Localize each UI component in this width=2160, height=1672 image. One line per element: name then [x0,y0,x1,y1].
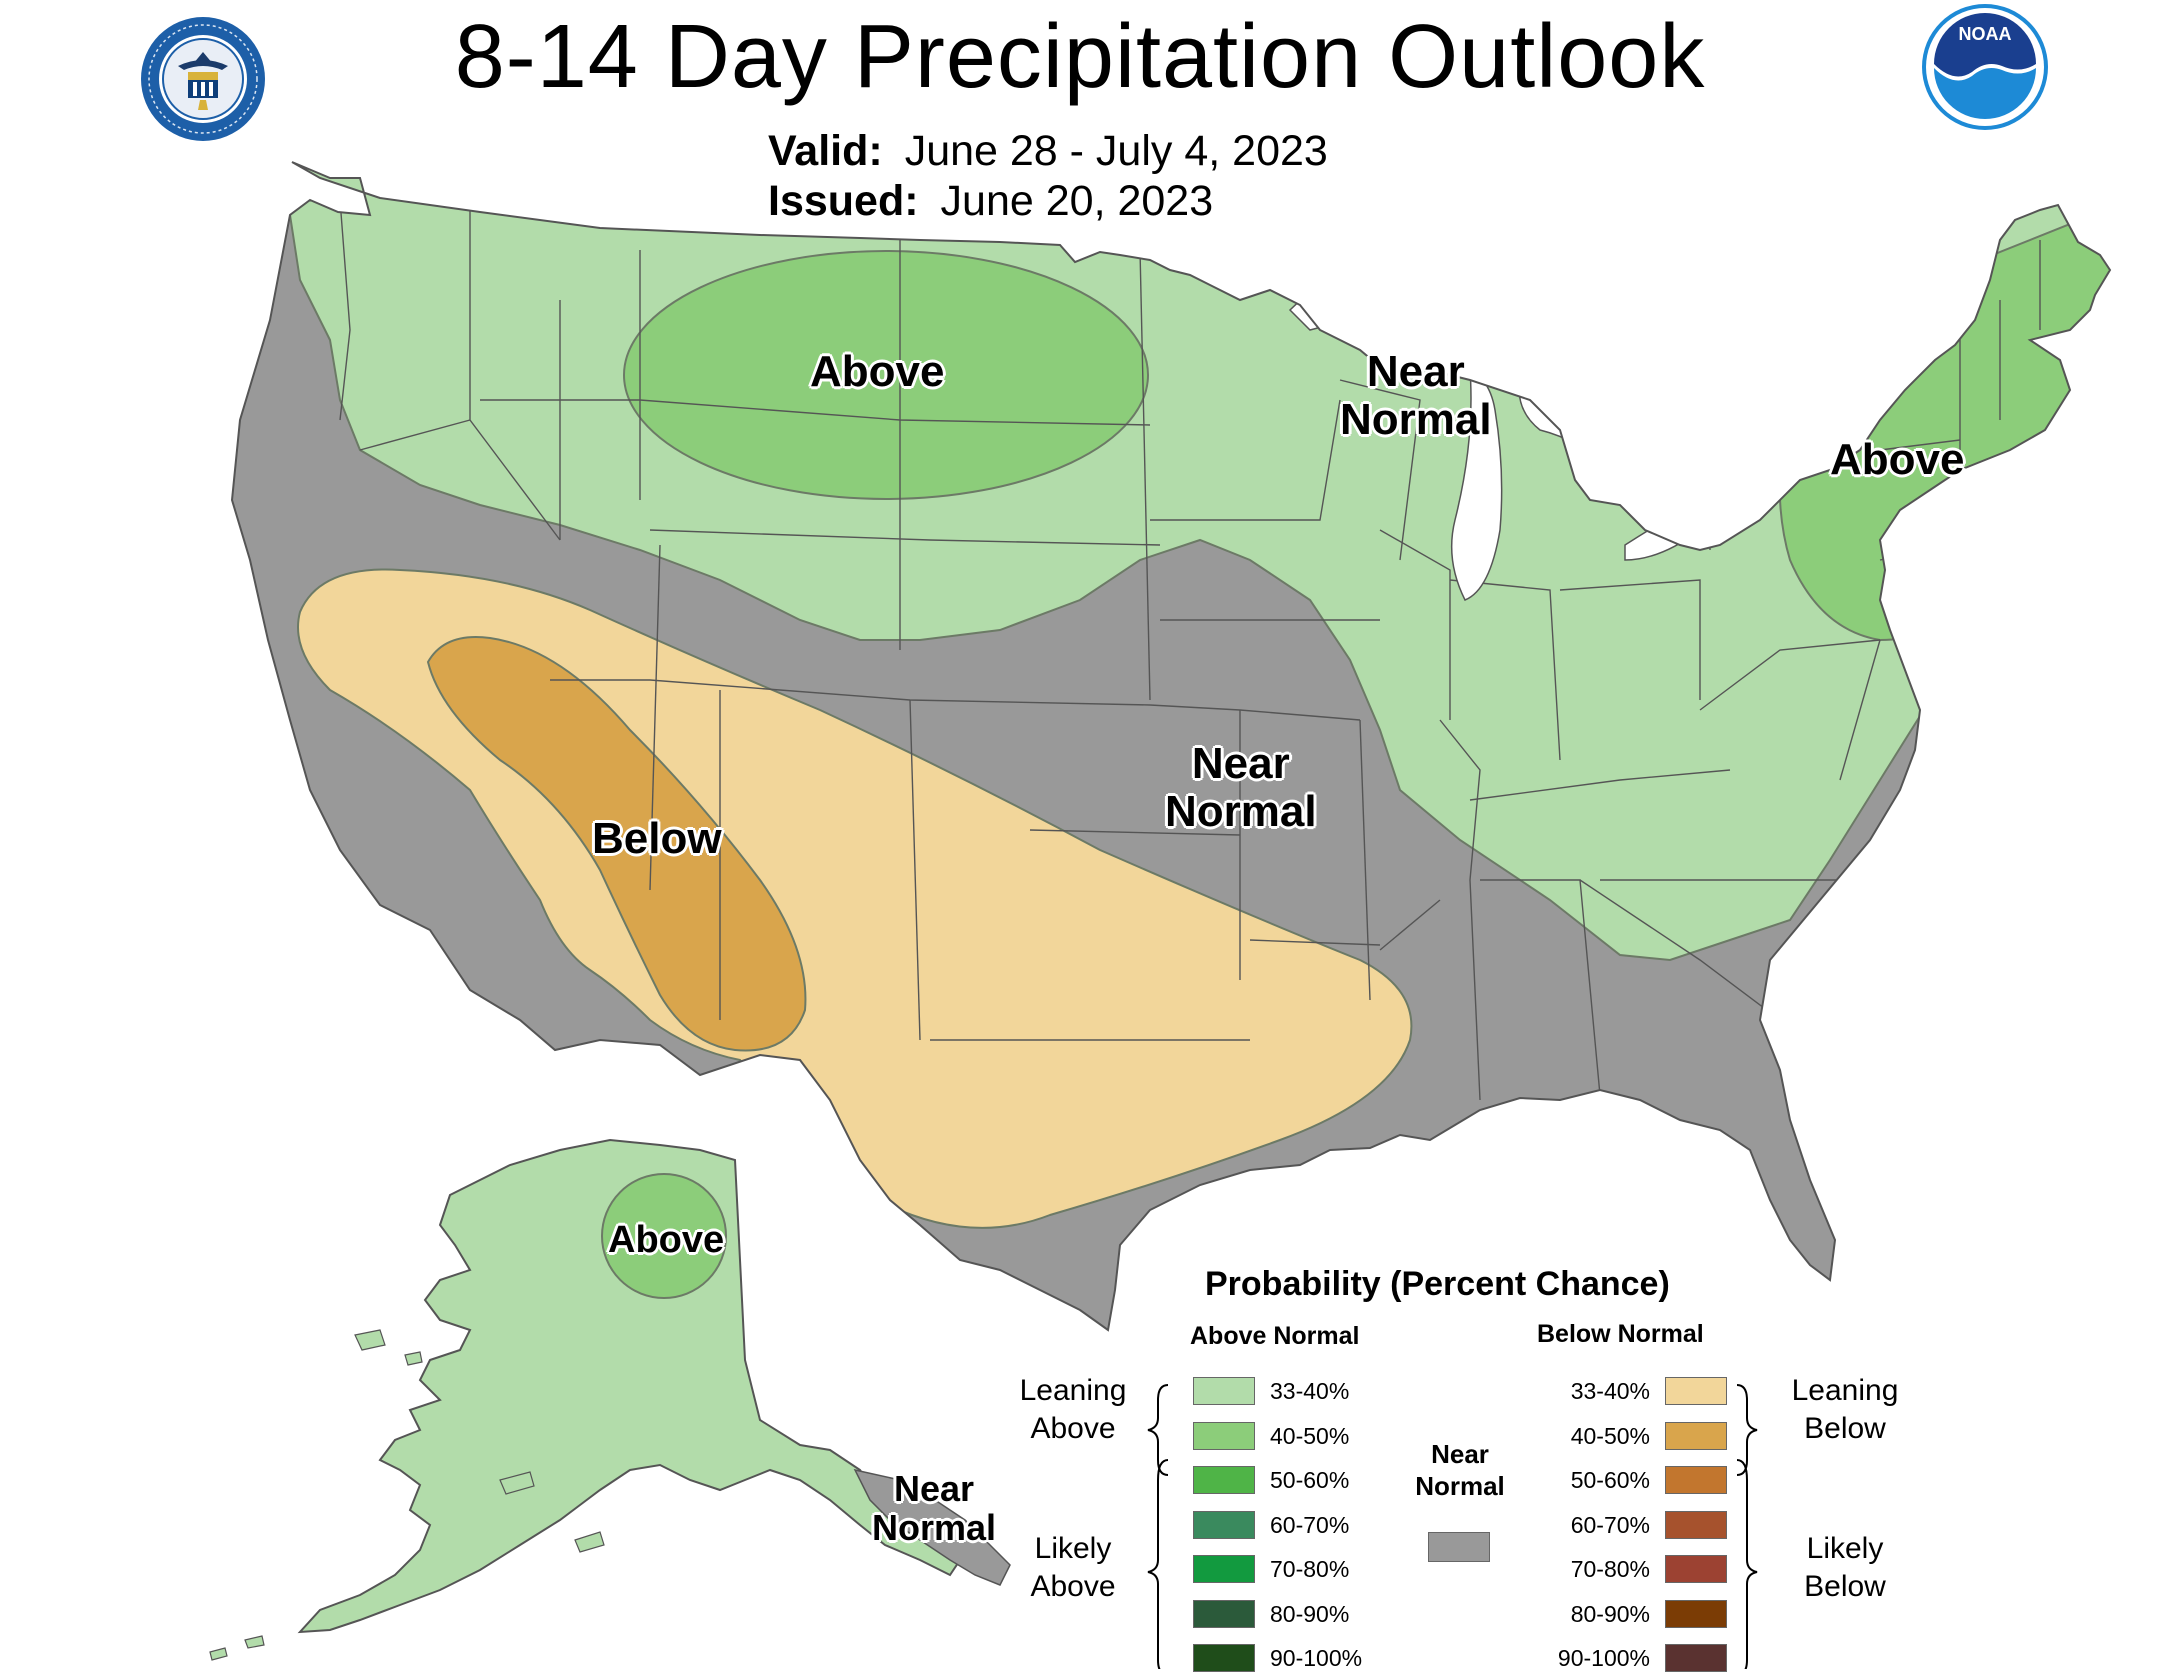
legend-above-label-6: 90-100% [1270,1645,1363,1671]
label-near-normal-central-line2: Normal [1165,786,1317,836]
legend-above-label-1: 40-50% [1270,1423,1350,1449]
label-near-normal-great-lakes-line2: Normal [1340,394,1492,444]
legend-likely-above-line1: Likely [1034,1532,1112,1565]
legend-likely-below-line2: Below [1804,1570,1886,1603]
legend-below-label-2: 50-60% [1570,1467,1650,1493]
label-near-normal-central-line1: Near [1191,739,1290,788]
legend-above-swatch-2 [1193,1466,1255,1494]
department-of-commerce-seal [141,17,265,141]
alaska-panhandle-near-normal [853,1468,1011,1586]
legend-above-label-2: 50-60% [1270,1467,1350,1493]
above-alaska-region [601,1173,727,1299]
legend-leaning-above-line1: Leaning [1019,1374,1127,1407]
legend-braces [1147,1384,1758,1669]
valid-line: Valid: June 28 - July 4, 2023 [768,126,1328,176]
legend-near-normal-line1: Near [1431,1439,1489,1469]
legend-above-label-4: 70-80% [1270,1556,1350,1582]
legend-leaning-below-line1: Leaning [1791,1374,1899,1407]
legend-below-label-4: 70-80% [1570,1556,1650,1582]
noaa-logo-text: NOAA [1959,24,2012,44]
legend-above-swatch-4 [1193,1555,1255,1583]
state-boundaries [339,190,2041,1101]
legend-below-swatch-4 [1665,1555,1727,1583]
label-near-normal-great-lakes-line1: Near [1366,347,1465,396]
legend-likely-above: Likely Above [1008,1530,1138,1606]
alaska-landmass [297,1138,962,1634]
legend-above-swatch-1 [1193,1422,1255,1450]
legend-above-header: Above Normal [1190,1322,1360,1350]
legend-likely-below: Likely Below [1780,1530,1910,1606]
legend-below-swatch-1 [1665,1422,1727,1450]
legend-leaning-below-line2: Below [1804,1412,1886,1445]
legend-near-normal: Near Normal [1400,1438,1520,1502]
legend-below-label-5: 80-90% [1570,1601,1650,1627]
legend-below-swatch-2 [1665,1466,1727,1494]
legend-leaning-above-line2: Above [1030,1412,1116,1445]
above-northeast-region [1778,198,2110,642]
label-near-normal-great-lakes: Near Normal [1340,348,1492,443]
legend-swatch-near-normal [1428,1532,1490,1562]
legend-below-header: Below Normal [1537,1320,1704,1348]
legend-above-label-5: 80-90% [1270,1601,1350,1627]
label-above-north-plains: Above [810,347,945,396]
legend-likely-above-line2: Above [1030,1570,1116,1603]
legend-near-normal-line2: Normal [1415,1471,1505,1501]
noaa-logo: NOAA [1922,4,2048,130]
legend-below-label-1: 40-50% [1570,1423,1650,1449]
legend-title: Probability (Percent Chance) [1205,1265,1670,1303]
legend-above-swatch-3 [1193,1511,1255,1539]
legend-above-swatch-0 [1193,1377,1255,1405]
legend-above-label-3: 60-70% [1270,1512,1350,1538]
legend-below-swatch-6 [1665,1644,1727,1672]
issued-line: Issued: June 20, 2023 [768,176,1213,226]
legend-below-swatch-3 [1665,1511,1727,1539]
legend-below-label-0: 33-40% [1570,1378,1650,1404]
legend-below-label-6: 90-100% [1557,1645,1650,1671]
label-above-alaska: Above [608,1219,725,1261]
label-below-southwest: Below [592,814,722,863]
conus [232,162,2110,1330]
label-near-normal-alaska-line1: Near [893,1468,975,1509]
alaska-islands [209,1329,605,1661]
label-near-normal-alaska: Near Normal [872,1468,997,1548]
legend-above-swatch-6 [1193,1644,1255,1672]
legend-above-label-0: 33-40% [1270,1378,1350,1404]
legend-likely-below-line1: Likely [1806,1532,1884,1565]
valid-value: June 28 - July 4, 2023 [904,127,1328,175]
label-above-northeast: Above [1830,435,1965,484]
label-near-normal-alaska-line2: Normal [872,1506,997,1548]
alaska [209,1138,1011,1661]
label-near-normal-central: Near Normal [1165,740,1317,835]
legend-below-swatch-0 [1665,1377,1727,1405]
legend-leaning-below: Leaning Below [1780,1372,1910,1448]
page-title: 8-14 Day Precipitation Outlook [454,7,1706,107]
issued-value: June 20, 2023 [940,177,1214,225]
valid-label: Valid: [768,127,883,175]
above-north-plains-region [623,250,1149,500]
legend-above-swatch-5 [1193,1600,1255,1628]
legend-below-label-3: 60-70% [1570,1512,1650,1538]
issued-label: Issued: [768,177,919,225]
legend-leaning-above: Leaning Above [1008,1372,1138,1448]
legend-below-swatch-5 [1665,1600,1727,1628]
